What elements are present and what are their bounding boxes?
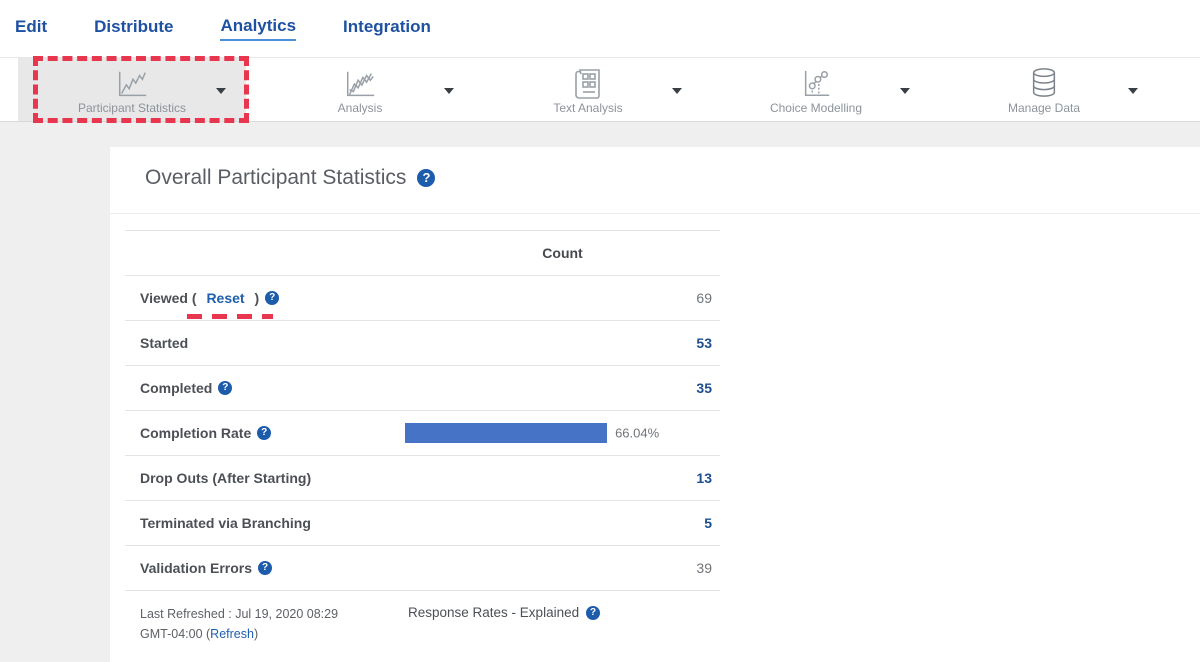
- table-row: Drop Outs (After Starting) 13: [125, 456, 720, 501]
- count-value: 5: [704, 515, 712, 531]
- row-label-text: Viewed (: [140, 290, 201, 306]
- toolbar-item-label: Text Analysis: [553, 101, 623, 115]
- toolbar-item-label: Choice Modelling: [769, 101, 863, 115]
- toolbar-item-text-analysis[interactable]: Text Analysis: [474, 58, 702, 121]
- participant-statistics-table: Count Viewed ( Reset )? 69 Started 53 Comple…: [125, 230, 720, 644]
- last-refreshed-text: Last Refreshed : Jul 19, 2020 08:29 GMT-…: [140, 607, 339, 641]
- row-label-text: Validation Errors: [140, 560, 253, 576]
- row-label: Drop Outs (After Starting): [140, 470, 405, 486]
- question-circle-icon[interactable]: ?: [258, 561, 273, 575]
- response-rates-explained: Response Rates - Explained ?: [408, 604, 601, 620]
- progress-bar-value: 66.04%: [615, 425, 660, 441]
- scatter-chart-icon: [800, 64, 832, 100]
- reset-link[interactable]: Reset: [206, 290, 245, 306]
- refresh-link[interactable]: Refresh: [210, 627, 254, 641]
- toolbar-item-choice-modelling[interactable]: Choice Modelling: [702, 58, 930, 121]
- title-divider: [110, 213, 1200, 214]
- toolbar-item-label: Analysis: [337, 101, 383, 115]
- table-row: Completion Rate? 66.04%: [125, 411, 720, 456]
- row-label-text: ): [250, 290, 260, 306]
- table-header-row: Count: [125, 230, 720, 276]
- caret-down-icon[interactable]: [216, 87, 226, 94]
- table-footer: Last Refreshed : Jul 19, 2020 08:29 GMT-…: [125, 591, 720, 644]
- question-circle-icon[interactable]: ?: [586, 605, 601, 620]
- table-row: Completed? 35: [125, 366, 720, 411]
- annotation-underline: [187, 314, 273, 319]
- stats-rows: Viewed ( Reset )? 69 Started 53 Completed? 35…: [125, 276, 720, 591]
- line-chart-icon: [115, 64, 149, 100]
- table-row: Validation Errors? 39: [125, 546, 720, 591]
- toolbar-item-participant-statistics[interactable]: Participant Statistics: [18, 58, 246, 121]
- completion-rate-bar: 66.04%: [405, 423, 720, 443]
- question-circle-icon[interactable]: ?: [257, 426, 272, 440]
- table-row: Viewed ( Reset )? 69: [125, 276, 720, 321]
- caret-down-icon[interactable]: [672, 87, 682, 94]
- row-label-text: Terminated via Branching: [140, 515, 311, 531]
- row-value: 13: [405, 470, 720, 486]
- toolbar-item-manage-data[interactable]: Manage Data: [930, 58, 1158, 121]
- progress-bar-track: 66.04%: [405, 423, 711, 443]
- row-label-text: Drop Outs (After Starting): [140, 470, 312, 486]
- nav-item-distribute[interactable]: Distribute: [94, 17, 174, 36]
- count-value: 39: [696, 560, 712, 576]
- row-label: Started: [140, 335, 405, 351]
- caret-down-icon[interactable]: [1128, 87, 1138, 94]
- content-area: Overall Participant Statistics ? Count V…: [0, 122, 1200, 662]
- row-value: 5: [405, 515, 720, 531]
- nav-item-edit[interactable]: Edit: [15, 17, 48, 36]
- count-value: 13: [696, 470, 712, 486]
- table-row: Started 53: [125, 321, 720, 366]
- row-label-text: Completed: [140, 380, 213, 396]
- caret-down-icon[interactable]: [444, 87, 454, 94]
- row-label-text: Completion Rate: [140, 425, 252, 441]
- row-value: 53: [405, 335, 720, 351]
- toolbar-item-label: Participant Statistics: [77, 101, 187, 115]
- count-value: 35: [696, 380, 712, 396]
- count-value: 53: [696, 335, 712, 351]
- row-label: Terminated via Branching: [140, 515, 405, 531]
- row-value: 69: [405, 290, 720, 306]
- progress-bar-fill: [405, 423, 608, 443]
- row-value: 35: [405, 380, 720, 396]
- count-value: 69: [696, 290, 712, 306]
- row-label: Completed?: [140, 380, 405, 396]
- top-nav: Edit Distribute Analytics Integration: [0, 0, 1200, 57]
- row-label: Validation Errors?: [140, 560, 405, 576]
- row-label: Viewed ( Reset )?: [140, 290, 405, 319]
- page-title: Overall Participant Statistics ?: [145, 166, 436, 190]
- caret-down-icon[interactable]: [900, 87, 910, 94]
- toolbar-item-analysis[interactable]: Analysis: [246, 58, 474, 121]
- nav-item-analytics[interactable]: Analytics: [220, 16, 297, 41]
- statistics-panel: Overall Participant Statistics ? Count V…: [110, 147, 1200, 662]
- question-circle-icon[interactable]: ?: [265, 291, 280, 305]
- table-row: Terminated via Branching 5: [125, 501, 720, 546]
- row-value: 39: [405, 560, 720, 576]
- newspaper-icon: [573, 64, 603, 100]
- analytics-toolbar: Participant Statistics Analysis Text An: [0, 57, 1200, 122]
- count-column-header: Count: [542, 245, 583, 261]
- toolbar-item-label: Manage Data: [1007, 101, 1081, 115]
- question-circle-icon[interactable]: ?: [417, 169, 436, 187]
- question-circle-icon[interactable]: ?: [218, 381, 233, 395]
- row-label-text: Started: [140, 335, 189, 351]
- database-icon: [1028, 64, 1060, 100]
- page-title-text: Overall Participant Statistics: [145, 166, 407, 189]
- row-label: Completion Rate?: [140, 425, 405, 441]
- nav-item-integration[interactable]: Integration: [343, 17, 431, 36]
- multi-line-chart-icon: [343, 64, 377, 100]
